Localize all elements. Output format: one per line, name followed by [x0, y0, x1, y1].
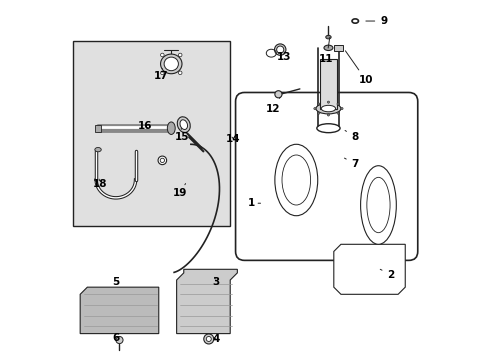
FancyBboxPatch shape: [333, 45, 342, 51]
Circle shape: [160, 71, 164, 75]
Text: 10: 10: [345, 51, 372, 85]
Text: 12: 12: [265, 97, 280, 113]
Text: 2: 2: [380, 269, 394, 280]
Ellipse shape: [282, 155, 310, 205]
FancyBboxPatch shape: [319, 59, 337, 109]
Ellipse shape: [360, 166, 395, 244]
Circle shape: [160, 53, 164, 57]
Text: 18: 18: [93, 179, 107, 189]
Polygon shape: [176, 269, 237, 334]
Text: 13: 13: [276, 52, 290, 62]
Circle shape: [274, 91, 282, 98]
Ellipse shape: [274, 144, 317, 216]
FancyBboxPatch shape: [235, 93, 417, 260]
Circle shape: [116, 337, 123, 343]
Text: 17: 17: [153, 68, 168, 81]
Text: 3: 3: [212, 277, 219, 287]
Ellipse shape: [321, 105, 335, 112]
Circle shape: [158, 156, 166, 165]
Text: 9: 9: [365, 16, 386, 26]
Ellipse shape: [180, 120, 187, 130]
Text: 7: 7: [344, 158, 358, 169]
Circle shape: [178, 71, 182, 75]
Text: 5: 5: [112, 277, 120, 287]
Ellipse shape: [315, 103, 340, 114]
Circle shape: [317, 112, 319, 114]
Text: 11: 11: [319, 37, 333, 64]
Circle shape: [326, 114, 329, 116]
Text: 1: 1: [247, 198, 260, 208]
Ellipse shape: [95, 148, 101, 152]
Circle shape: [336, 103, 338, 105]
Circle shape: [160, 158, 164, 162]
Circle shape: [326, 101, 329, 103]
Text: 6: 6: [112, 333, 120, 343]
Polygon shape: [80, 287, 159, 334]
Text: 19: 19: [173, 184, 187, 198]
Ellipse shape: [177, 117, 190, 132]
Ellipse shape: [366, 177, 389, 233]
Ellipse shape: [167, 122, 175, 134]
Ellipse shape: [160, 54, 182, 74]
FancyBboxPatch shape: [73, 41, 230, 226]
Ellipse shape: [276, 46, 283, 53]
Circle shape: [313, 108, 315, 110]
Circle shape: [178, 53, 182, 57]
Text: 14: 14: [226, 134, 241, 144]
Circle shape: [317, 103, 319, 105]
Circle shape: [340, 108, 343, 110]
Text: 16: 16: [137, 121, 151, 131]
Circle shape: [203, 334, 213, 344]
Ellipse shape: [274, 44, 285, 55]
Text: 8: 8: [345, 130, 358, 142]
Text: 15: 15: [175, 128, 189, 142]
Circle shape: [206, 337, 211, 342]
Ellipse shape: [164, 57, 178, 71]
Polygon shape: [333, 244, 405, 294]
FancyBboxPatch shape: [95, 125, 101, 132]
Ellipse shape: [324, 45, 332, 50]
Circle shape: [336, 112, 338, 114]
Text: 4: 4: [212, 334, 219, 344]
Ellipse shape: [325, 35, 330, 39]
